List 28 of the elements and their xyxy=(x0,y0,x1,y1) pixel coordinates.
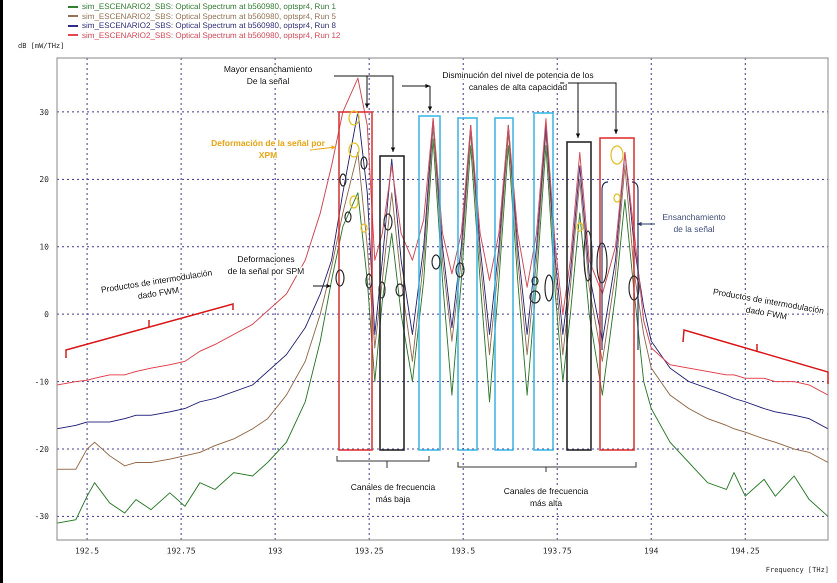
line-series xyxy=(57,124,828,470)
y-tick-label: -10 xyxy=(34,377,50,386)
annotation: Canales de frecuencia más alta xyxy=(504,486,589,508)
x-tick-label: 194 xyxy=(644,546,659,556)
x-tick-label: 194.25 xyxy=(730,546,760,556)
y-tick-label: -30 xyxy=(34,512,50,522)
y-tick-label: 30 xyxy=(39,108,50,117)
line-series xyxy=(57,138,828,524)
legend-label: sim_ESCENARIO2_SBS: Optical Spectrum at b560980, optspr4, Run 12 xyxy=(82,30,340,40)
x-tick-label: 192.75 xyxy=(166,546,196,556)
annotation: Canales de frecuencia más baja xyxy=(350,482,436,504)
legend-label: sim_ESCENARIO2_SBS: Optical Spectrum at b560980, optspr4, Run 8 xyxy=(82,21,336,30)
y-tick-label: 0 xyxy=(44,310,50,320)
x-tick-label: 193 xyxy=(268,546,283,556)
annotation: Ensanchamiento de la señal xyxy=(662,212,726,234)
y-tick-label: -20 xyxy=(34,444,50,454)
line-series xyxy=(57,111,828,430)
legend-label: sim_ESCENARIO2_SBS: Optical Spectrum at b560980, optspr4, Run 1 xyxy=(82,2,336,12)
x-tick-label: 193.75 xyxy=(542,546,572,556)
y-tick-label: 20 xyxy=(39,175,50,184)
legend-label: sim_ESCENARIO2_SBS: Optical Spectrum at b560980, optspr4, Run 5 xyxy=(82,12,336,21)
annotation: Mayor ensanchamiento De la señal xyxy=(224,64,312,86)
annotation: Deformación de la señal por XPM xyxy=(211,138,326,160)
x-tick-label: 193.25 xyxy=(354,546,384,556)
x-tick-label: 192.5 xyxy=(75,546,100,556)
annotation: Disminución del nivel de potencia de los canales de alta capacidad xyxy=(442,70,594,92)
y-tick-label: 10 xyxy=(39,242,50,252)
x-tick-label: 193.5 xyxy=(451,546,476,556)
